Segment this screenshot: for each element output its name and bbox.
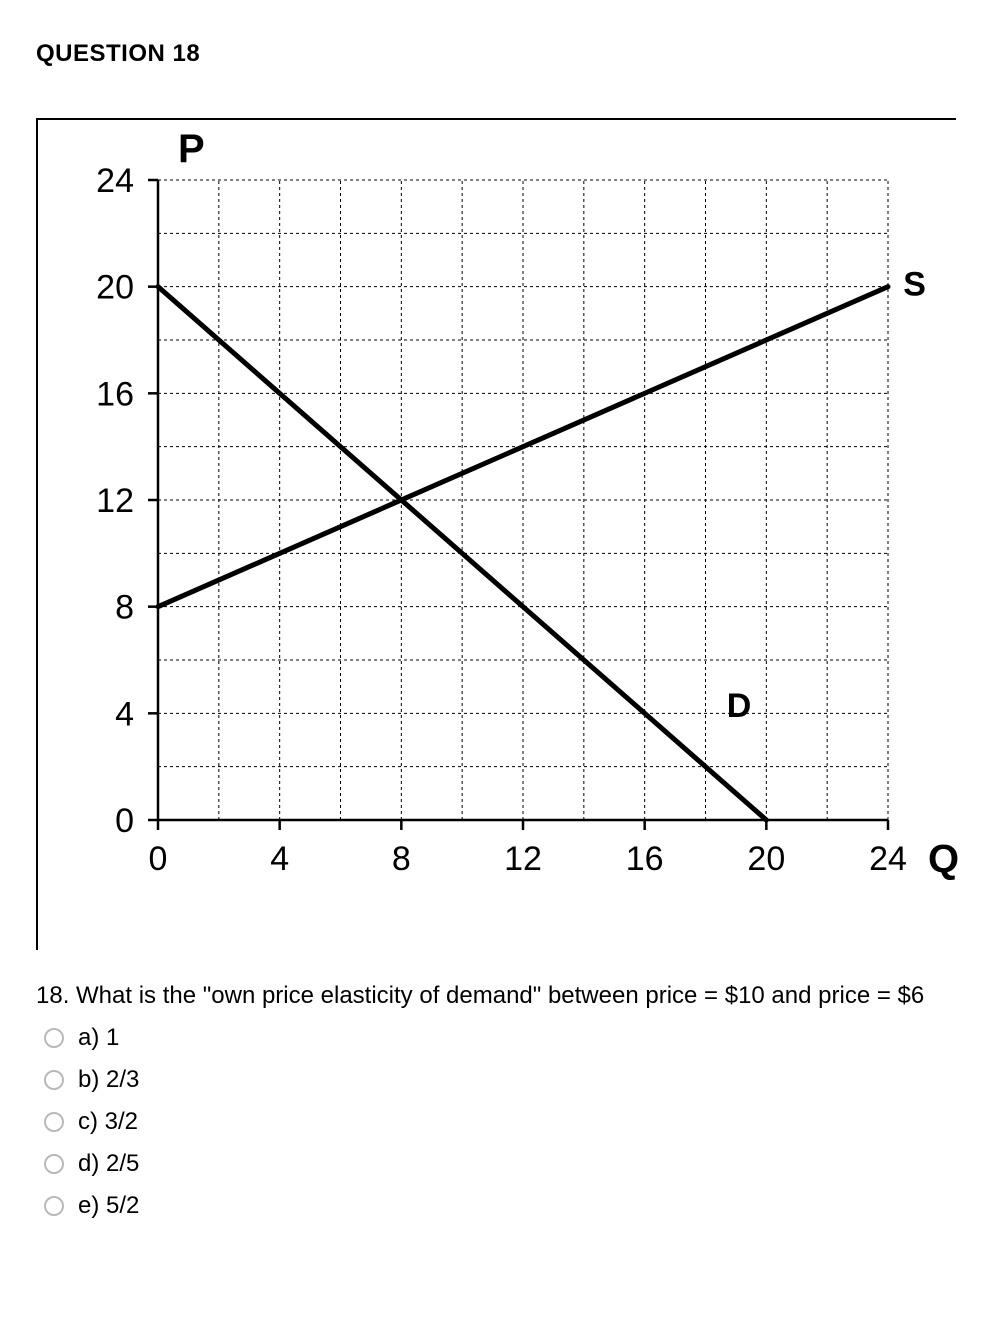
radio-icon[interactable]: [44, 1196, 64, 1216]
svg-text:P: P: [178, 127, 205, 171]
svg-text:16: 16: [96, 375, 134, 413]
svg-text:Q: Q: [928, 837, 958, 881]
svg-text:4: 4: [270, 840, 289, 878]
svg-text:0: 0: [149, 840, 168, 878]
svg-text:8: 8: [392, 840, 411, 878]
svg-text:8: 8: [115, 589, 134, 627]
supply-demand-chart: 0 4 8 12 16 20 24 0 4 8 12 16 20 24 P Q D S: [38, 120, 958, 950]
option-a[interactable]: a) 1: [44, 1024, 961, 1052]
option-label: d) 2/5: [78, 1150, 139, 1178]
option-label: c) 3/2: [78, 1108, 138, 1136]
option-d[interactable]: d) 2/5: [44, 1150, 961, 1178]
option-c[interactable]: c) 3/2: [44, 1108, 961, 1136]
radio-icon[interactable]: [44, 1154, 64, 1174]
svg-text:12: 12: [504, 840, 542, 878]
options-list: a) 1 b) 2/3 c) 3/2 d) 2/5 e) 5/2: [36, 1024, 961, 1220]
option-label: b) 2/3: [78, 1066, 139, 1094]
svg-text:24: 24: [96, 162, 134, 200]
svg-text:4: 4: [115, 695, 134, 733]
svg-text:20: 20: [96, 269, 134, 307]
svg-text:24: 24: [869, 840, 907, 878]
radio-icon[interactable]: [44, 1112, 64, 1132]
question-text: 18. What is the "own price elasticity of…: [36, 980, 961, 1012]
radio-icon[interactable]: [44, 1070, 64, 1090]
svg-text:12: 12: [96, 482, 134, 520]
radio-icon[interactable]: [44, 1028, 64, 1048]
option-label: a) 1: [78, 1024, 119, 1052]
chart-container: 0 4 8 12 16 20 24 0 4 8 12 16 20 24 P Q D S: [36, 118, 956, 950]
svg-text:D: D: [727, 687, 752, 725]
svg-text:16: 16: [626, 840, 664, 878]
svg-text:0: 0: [115, 802, 134, 840]
svg-text:20: 20: [747, 840, 785, 878]
svg-text:S: S: [903, 266, 926, 304]
question-header: QUESTION 18: [36, 40, 961, 68]
option-b[interactable]: b) 2/3: [44, 1066, 961, 1094]
option-label: e) 5/2: [78, 1192, 139, 1220]
option-e[interactable]: e) 5/2: [44, 1192, 961, 1220]
